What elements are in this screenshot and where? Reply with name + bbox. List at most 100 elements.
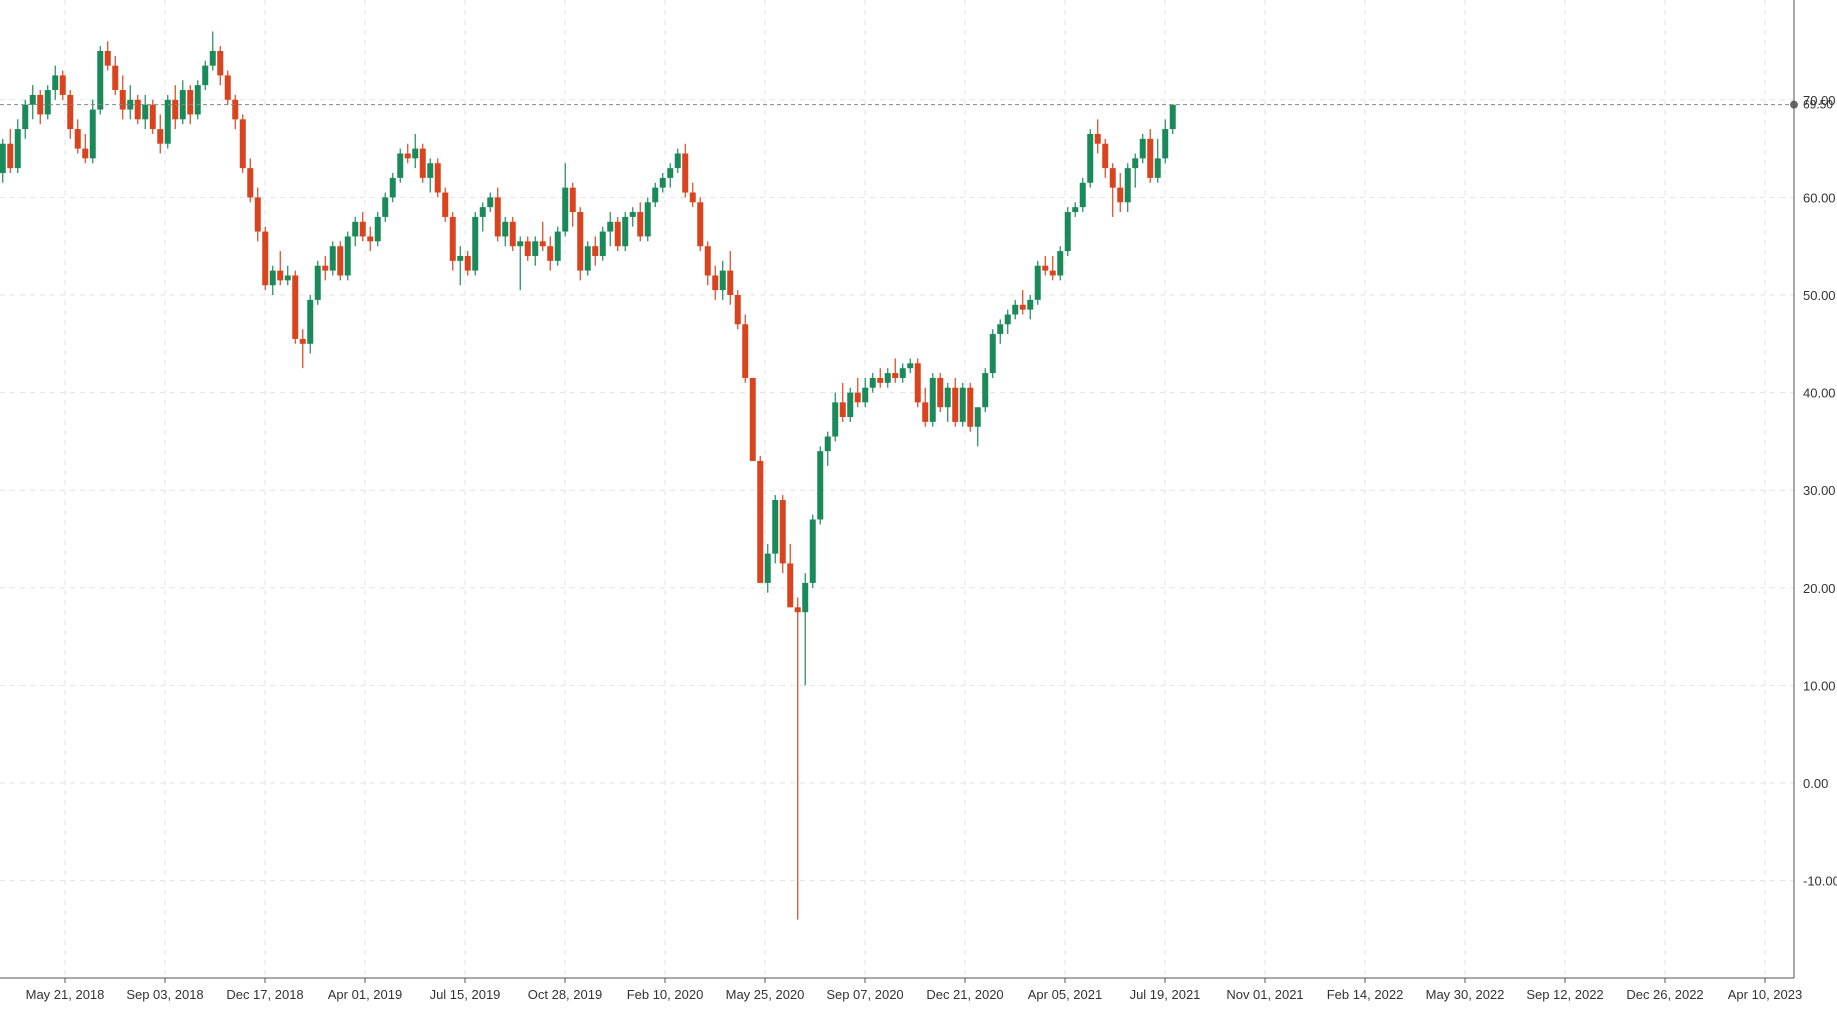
candle-body xyxy=(517,241,524,247)
candle-body xyxy=(82,148,89,159)
candle-body xyxy=(734,295,741,325)
candle xyxy=(824,431,831,466)
candle xyxy=(0,138,6,183)
candle xyxy=(382,192,389,222)
candle xyxy=(1117,173,1124,213)
x-tick-label: Sep 07, 2020 xyxy=(826,987,903,1002)
candle xyxy=(569,182,576,227)
candle-body xyxy=(689,192,696,203)
candle xyxy=(194,80,201,120)
candle-body xyxy=(929,377,936,422)
candle-body xyxy=(29,94,36,105)
candle-body xyxy=(209,51,216,66)
candle xyxy=(149,99,156,134)
candle-body xyxy=(1147,138,1154,178)
candle xyxy=(697,197,704,252)
candle xyxy=(269,265,276,295)
candle-body xyxy=(1132,158,1139,169)
candle-body xyxy=(614,221,621,247)
candle xyxy=(959,382,966,427)
candle xyxy=(82,133,89,164)
candle xyxy=(52,65,59,100)
x-tick-label: May 25, 2020 xyxy=(726,987,805,1002)
candle-body xyxy=(442,192,449,217)
candle xyxy=(974,407,981,447)
candle xyxy=(299,329,306,369)
candle-body xyxy=(787,563,794,608)
candle-body xyxy=(772,499,779,554)
candle xyxy=(577,207,584,281)
candle xyxy=(1057,246,1064,281)
candle xyxy=(794,597,801,920)
candle-body xyxy=(1042,265,1049,271)
candle xyxy=(997,319,1004,344)
y-tick-label: -10.00 xyxy=(1803,874,1837,889)
candle xyxy=(749,377,756,461)
candle-body xyxy=(344,236,351,276)
candle xyxy=(742,314,749,383)
candle xyxy=(787,543,794,608)
candle-body xyxy=(449,216,456,261)
candle xyxy=(1124,163,1131,213)
candle-body xyxy=(127,99,134,110)
candle-body xyxy=(187,90,194,115)
candle xyxy=(809,514,816,588)
candle xyxy=(14,119,21,173)
candle xyxy=(224,70,231,105)
candle xyxy=(629,207,636,227)
candle xyxy=(37,90,44,125)
candle-body xyxy=(434,163,441,193)
candle xyxy=(172,85,179,130)
candle xyxy=(1019,290,1026,315)
candle xyxy=(1169,104,1176,134)
candle-body xyxy=(959,387,966,422)
candle-body xyxy=(1019,304,1026,310)
candle xyxy=(712,265,719,300)
candle-body xyxy=(502,221,509,237)
candle-body xyxy=(952,387,959,422)
candle-body xyxy=(937,377,944,408)
candle-body xyxy=(1162,129,1169,159)
candle-body xyxy=(832,402,839,437)
candle xyxy=(157,114,164,154)
candle-body xyxy=(997,324,1004,335)
candle-body xyxy=(854,392,861,403)
candle xyxy=(1004,309,1011,335)
candle-body xyxy=(539,241,546,247)
candle xyxy=(314,260,321,305)
x-tick-label: Feb 10, 2020 xyxy=(627,987,704,1002)
candle xyxy=(509,216,516,252)
candle-body xyxy=(779,499,786,564)
candle-body xyxy=(1027,299,1034,310)
candle-body xyxy=(682,153,689,193)
candle xyxy=(1162,119,1169,164)
candle xyxy=(907,358,914,374)
candle xyxy=(764,543,771,593)
candle-body xyxy=(592,246,599,256)
candle-body xyxy=(457,255,464,261)
candle xyxy=(1087,129,1094,188)
candle xyxy=(622,212,629,252)
candle xyxy=(832,392,839,442)
candle xyxy=(1132,153,1139,188)
candle-body xyxy=(374,216,381,242)
candle xyxy=(254,187,261,242)
candle-body xyxy=(577,212,584,271)
candle-body xyxy=(839,402,846,417)
y-tick-label: 0.00 xyxy=(1803,776,1828,791)
candle xyxy=(112,55,119,95)
candle-body xyxy=(479,207,486,217)
candle xyxy=(772,495,779,564)
candle xyxy=(674,148,681,173)
candle xyxy=(1139,133,1146,164)
candle-body xyxy=(869,377,876,388)
x-tick-label: May 21, 2018 xyxy=(26,987,105,1002)
candle-body xyxy=(569,187,576,213)
candle xyxy=(532,236,539,266)
candle xyxy=(659,173,666,193)
candle-body xyxy=(877,377,884,383)
candle-body xyxy=(547,246,554,261)
candle xyxy=(899,363,906,383)
candle xyxy=(1094,119,1101,154)
candle xyxy=(884,368,891,388)
